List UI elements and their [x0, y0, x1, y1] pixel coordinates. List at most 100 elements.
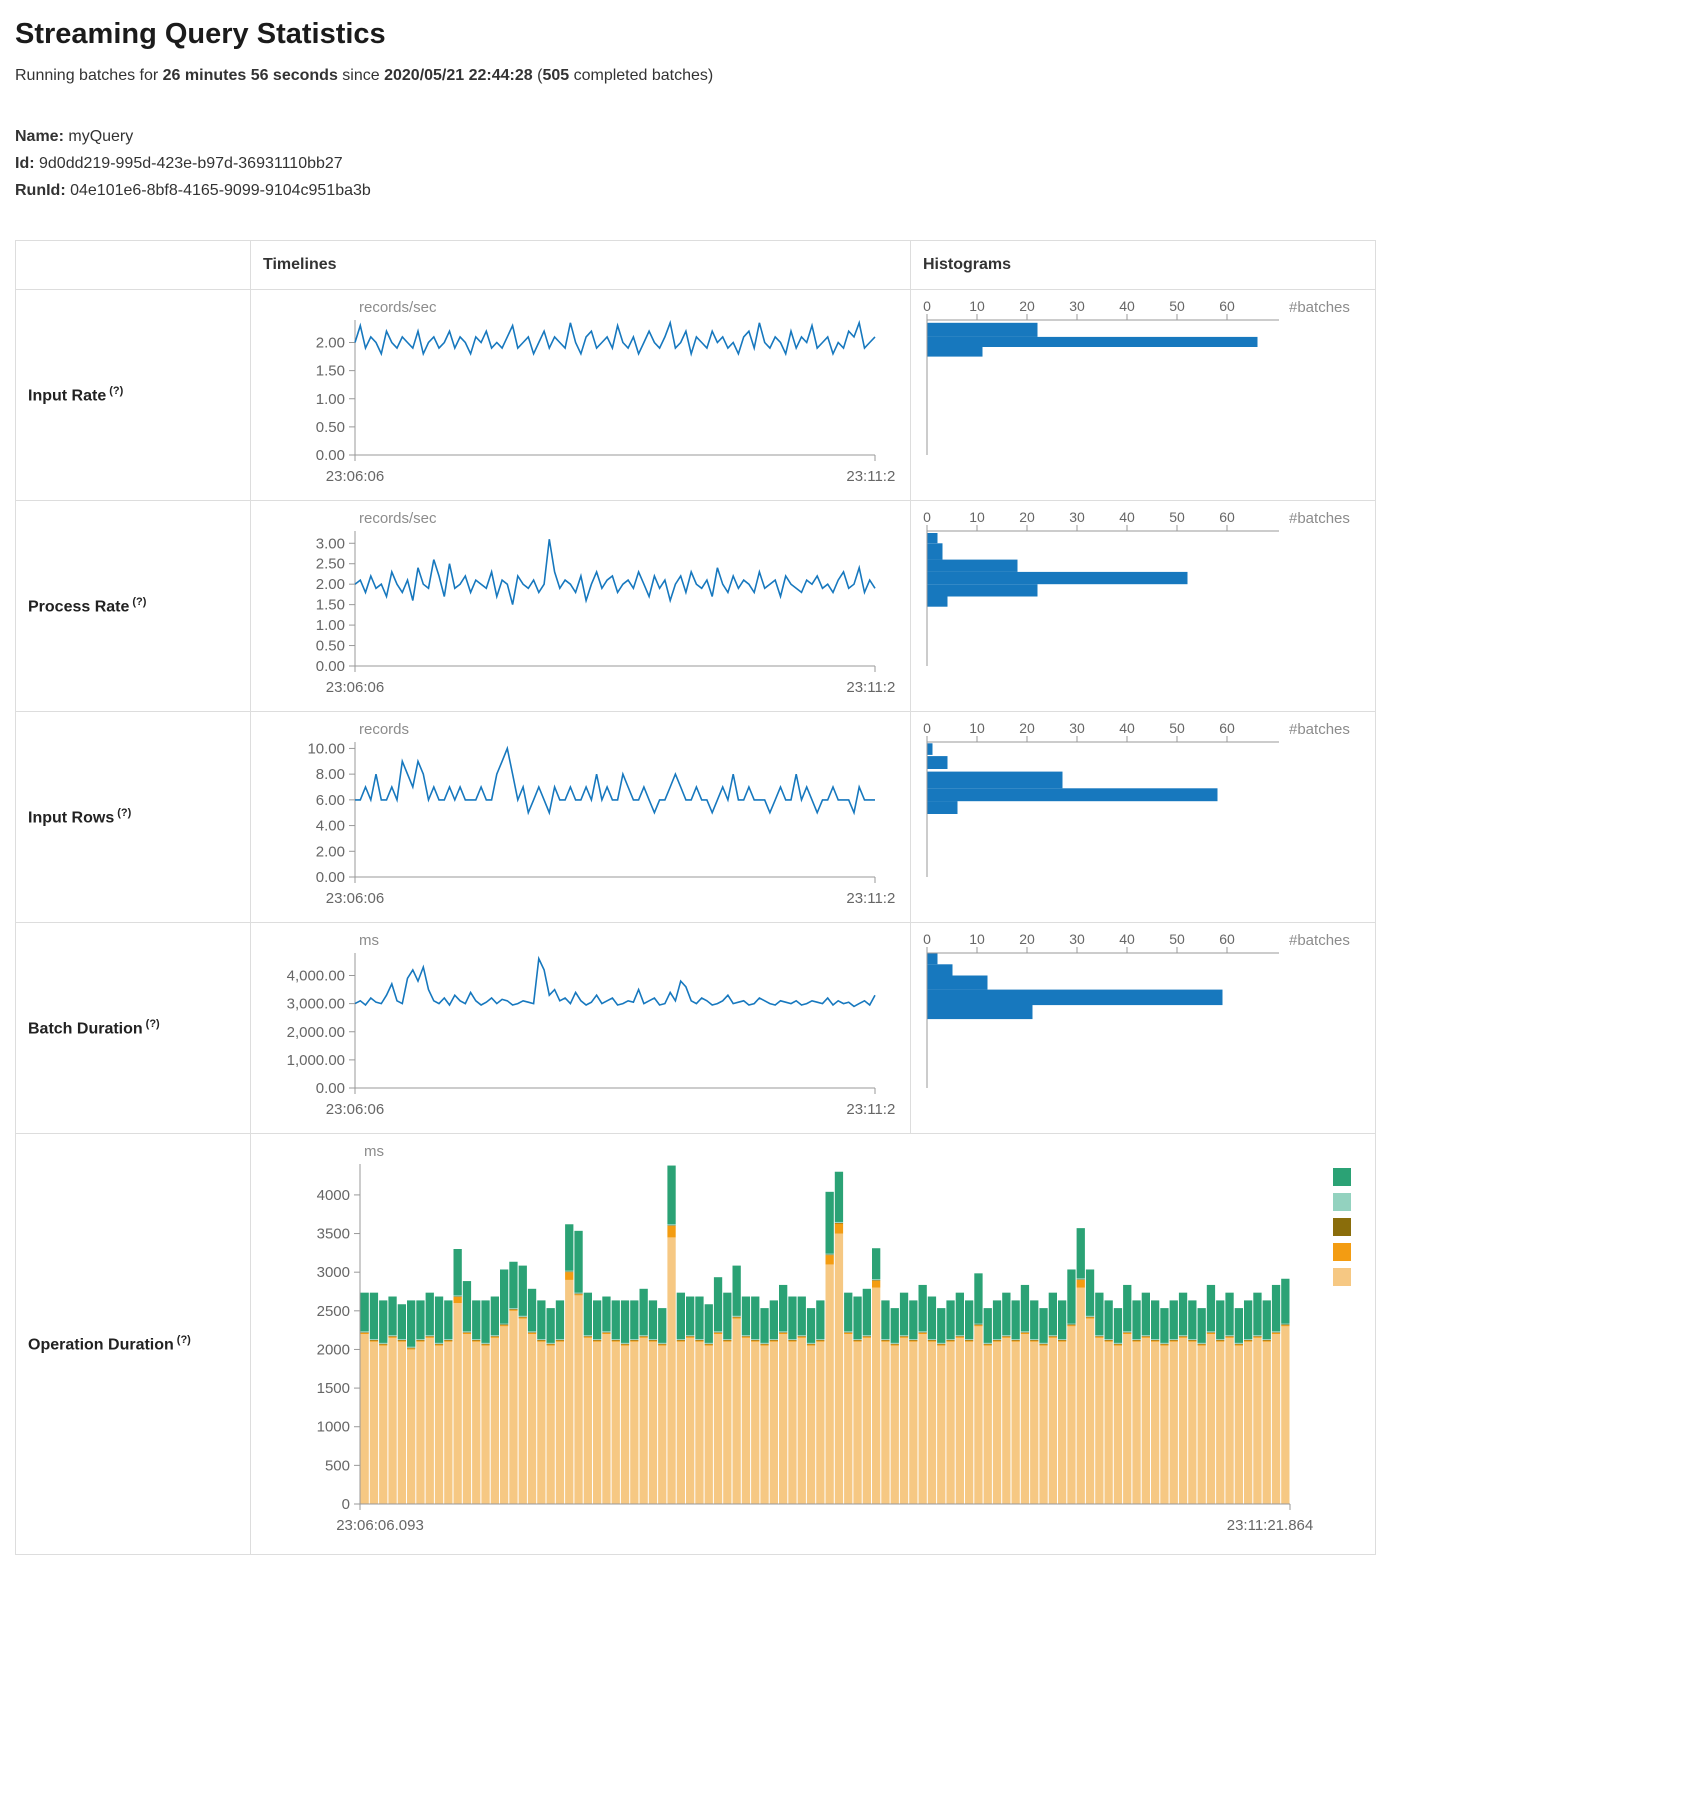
timelines-header: Timelines: [250, 240, 911, 290]
svg-text:23:06:06: 23:06:06: [326, 1101, 384, 1118]
row-label-operation-duration: Operation Duration (?): [15, 1133, 251, 1555]
svg-text:500: 500: [325, 1457, 350, 1474]
input-rate-histogram-cell: 0 10 20 30 40 50 60 #batches: [910, 289, 1376, 501]
row-label-text: Input Rows: [28, 809, 115, 827]
svg-text:#batches: #batches: [1289, 722, 1350, 738]
row-label-input-rate: Input Rate (?): [15, 289, 251, 501]
process-rate-histogram-chart: 0 10 20 30 40 50 60 #batches: [915, 511, 1371, 701]
query-name-line: Name: myQuery: [15, 123, 1678, 150]
svg-text:0: 0: [342, 1496, 350, 1513]
svg-text:23:11:21: 23:11:21: [846, 468, 895, 485]
table-row: Input Rate (?) records/sec 0.00 0.50 1.00 1.5…: [15, 289, 1376, 501]
svg-text:50: 50: [1169, 300, 1185, 314]
svg-text:60: 60: [1219, 722, 1235, 736]
svg-text:3500: 3500: [317, 1226, 350, 1243]
svg-text:1000: 1000: [317, 1419, 350, 1436]
svg-text:8.00: 8.00: [316, 766, 345, 783]
page-title: Streaming Query Statistics: [15, 18, 386, 50]
legend-swatch[interactable]: [1333, 1218, 1351, 1236]
input-rate-timeline-chart: records/sec 0.00 0.50 1.00 1.50 2.00 23:06:06 2…: [255, 300, 906, 490]
svg-text:#batches: #batches: [1289, 300, 1350, 316]
svg-text:0: 0: [923, 722, 931, 736]
svg-text:0.00: 0.00: [316, 658, 345, 675]
svg-text:20: 20: [1019, 933, 1035, 947]
runid-value: 04e101e6-8bf8-4165-9099-9104c951ba3b: [70, 182, 371, 199]
svg-text:1500: 1500: [317, 1380, 350, 1397]
operation-duration-legend: [1333, 1168, 1351, 1286]
svg-text:40: 40: [1119, 933, 1135, 947]
row-label-text: Batch Duration: [28, 1020, 143, 1038]
svg-text:60: 60: [1219, 511, 1235, 525]
svg-text:30: 30: [1069, 511, 1085, 525]
legend-swatch[interactable]: [1333, 1193, 1351, 1211]
svg-text:2.00: 2.00: [316, 843, 345, 860]
runid-label: RunId:: [15, 182, 66, 199]
summary-text: since: [337, 67, 385, 84]
svg-text:50: 50: [1169, 511, 1185, 525]
operation-duration-wrap: ms 0 500 1000 1500 2000 2500 3000 3500 4000 23:06:…: [255, 1144, 1371, 1544]
query-id-line: Id: 9d0dd219-995d-423e-b97d-36931110bb27: [15, 150, 1678, 177]
help-icon[interactable]: (?): [145, 1017, 160, 1030]
row-label-text: Process Rate: [28, 598, 130, 616]
svg-text:6.00: 6.00: [316, 792, 345, 809]
legend-swatch[interactable]: [1333, 1243, 1351, 1261]
svg-text:0.50: 0.50: [316, 419, 345, 436]
svg-text:2.00: 2.00: [316, 335, 345, 352]
svg-text:60: 60: [1219, 933, 1235, 947]
svg-text:0.00: 0.00: [316, 869, 345, 886]
table-row: Input Rows (?) records 0.00 2.00 4.00 6.00 8.0…: [15, 711, 1376, 923]
svg-text:23:11:21.864: 23:11:21.864: [1227, 1517, 1313, 1534]
batch-duration-histogram-cell: 0 10 20 30 40 50 60 #batches: [910, 922, 1376, 1134]
svg-text:30: 30: [1069, 722, 1085, 736]
summary-text: (: [532, 67, 543, 84]
id-value: 9d0dd219-995d-423e-b97d-36931110bb27: [39, 155, 343, 172]
legend-swatch[interactable]: [1333, 1168, 1351, 1186]
row-label-input-rows: Input Rows (?): [15, 711, 251, 923]
svg-text:ms: ms: [364, 1144, 384, 1160]
help-icon[interactable]: (?): [176, 1333, 191, 1346]
row-label-text: Operation Duration: [28, 1336, 174, 1354]
help-icon[interactable]: (?): [132, 595, 147, 608]
svg-text:records: records: [359, 722, 409, 738]
svg-text:23:06:06: 23:06:06: [326, 468, 384, 485]
svg-text:1.50: 1.50: [316, 363, 345, 380]
id-label: Id:: [15, 155, 35, 172]
name-value: myQuery: [68, 128, 134, 145]
input-rows-histogram-chart: 0 10 20 30 40 50 60 #batches: [915, 722, 1371, 912]
svg-text:30: 30: [1069, 933, 1085, 947]
stats-table: Timelines Histograms Input Rate (?) recor…: [15, 240, 1376, 1555]
process-rate-timeline-chart: records/sec 0.00 0.50 1.00 1.50 2.00 2.50 3.00 2…: [255, 511, 906, 701]
help-icon[interactable]: (?): [117, 806, 132, 819]
svg-text:20: 20: [1019, 722, 1035, 736]
svg-text:23:06:06: 23:06:06: [326, 679, 384, 696]
svg-text:60: 60: [1219, 300, 1235, 314]
streaming-query-statistics-page: Streaming Query Statistics Running batch…: [15, 18, 1678, 1555]
svg-text:0: 0: [923, 933, 931, 947]
svg-text:2.50: 2.50: [316, 556, 345, 573]
svg-text:0.00: 0.00: [316, 1080, 345, 1097]
summary-duration: 26 minutes 56 seconds: [162, 67, 338, 84]
svg-text:2500: 2500: [317, 1303, 350, 1320]
svg-text:10: 10: [969, 933, 985, 947]
running-batches-summary: Running batches for 26 minutes 56 second…: [15, 67, 1678, 85]
svg-text:10: 10: [969, 722, 985, 736]
svg-text:3,000.00: 3,000.00: [287, 996, 345, 1013]
svg-text:40: 40: [1119, 722, 1135, 736]
svg-text:4.00: 4.00: [316, 818, 345, 835]
operation-duration-chart: ms 0 500 1000 1500 2000 2500 3000 3500 4000 23:06:…: [255, 1144, 1315, 1544]
svg-text:#batches: #batches: [1289, 933, 1350, 949]
svg-text:23:11:21: 23:11:21: [846, 679, 895, 696]
svg-text:4000: 4000: [317, 1187, 350, 1204]
batch-duration-histogram-chart: 0 10 20 30 40 50 60 #batches: [915, 933, 1371, 1123]
svg-text:10.00: 10.00: [307, 740, 345, 757]
svg-text:40: 40: [1119, 300, 1135, 314]
row-label-batch-duration: Batch Duration (?): [15, 922, 251, 1134]
legend-swatch[interactable]: [1333, 1268, 1351, 1286]
svg-text:10: 10: [969, 511, 985, 525]
svg-text:records/sec: records/sec: [359, 511, 437, 527]
svg-text:20: 20: [1019, 300, 1035, 314]
help-icon[interactable]: (?): [109, 384, 124, 397]
input-rows-timeline-cell: records 0.00 2.00 4.00 6.00 8.00 10.00 23:06:06…: [250, 711, 911, 923]
svg-text:23:06:06: 23:06:06: [326, 890, 384, 907]
summary-text: completed batches): [569, 67, 714, 84]
